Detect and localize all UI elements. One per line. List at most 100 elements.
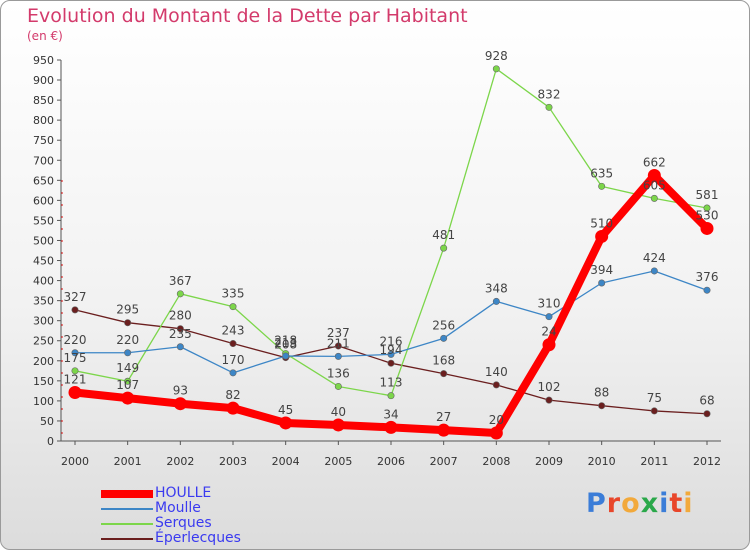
data-point — [542, 338, 556, 352]
y-tick-label: 650 — [33, 174, 54, 187]
y-tick-label: 900 — [33, 74, 54, 87]
axis-dot — [61, 432, 63, 434]
data-label: 510 — [590, 216, 613, 230]
data-label: 194 — [380, 343, 403, 357]
data-point — [647, 169, 661, 183]
data-point — [440, 244, 448, 252]
data-point — [282, 352, 290, 360]
data-label: 295 — [116, 303, 139, 317]
data-label: 928 — [485, 49, 508, 63]
y-tick-label: 800 — [33, 114, 54, 127]
data-point — [595, 229, 609, 243]
data-point — [492, 297, 500, 305]
data-label: 107 — [116, 378, 139, 392]
legend-swatch — [101, 538, 153, 540]
data-point — [598, 402, 606, 410]
data-point — [334, 342, 342, 350]
data-point — [71, 367, 79, 375]
data-label: 149 — [116, 361, 139, 375]
data-point — [176, 343, 184, 351]
data-point — [545, 396, 553, 404]
y-tick-label: 100 — [33, 395, 54, 408]
data-label: 367 — [169, 274, 192, 288]
y-tick-label: 200 — [33, 355, 54, 368]
data-point — [334, 382, 342, 390]
y-tick-label: 950 — [33, 54, 54, 67]
axis-dot — [61, 372, 63, 374]
axis-dot — [61, 216, 63, 218]
axis-dot — [61, 300, 63, 302]
data-label: 75 — [647, 391, 662, 405]
data-label: 662 — [643, 156, 666, 170]
x-tick-label: 2002 — [166, 455, 194, 468]
legend-label: HOULLE — [155, 485, 212, 501]
legend-label: Moulle — [155, 500, 201, 516]
data-point — [71, 349, 79, 357]
legend-swatch — [101, 490, 153, 498]
data-label: 832 — [538, 87, 561, 101]
legend-label: Serques — [155, 515, 212, 531]
x-tick-label: 2010 — [588, 455, 616, 468]
data-point — [121, 391, 135, 405]
y-tick-label: 250 — [33, 335, 54, 348]
axis-dot — [61, 252, 63, 254]
axis-dot — [61, 336, 63, 338]
data-label: 256 — [432, 318, 455, 332]
data-label: 88 — [594, 386, 609, 400]
axis-dot — [61, 240, 63, 242]
data-point — [331, 418, 345, 432]
data-point — [71, 306, 79, 314]
y-tick-label: 50 — [40, 415, 54, 428]
brand-letter: i — [683, 488, 694, 519]
data-label: 335 — [222, 287, 245, 301]
x-tick-label: 2007 — [430, 455, 458, 468]
data-label: 102 — [538, 380, 561, 394]
data-label: 175 — [64, 351, 87, 365]
brand-letter: x — [640, 488, 660, 519]
axis-dot — [61, 264, 63, 266]
data-label: 376 — [696, 270, 719, 284]
data-point — [229, 303, 237, 311]
y-tick-label: 500 — [33, 234, 54, 247]
data-point — [68, 385, 82, 399]
x-tick-label: 2000 — [61, 455, 89, 468]
x-tick-label: 2003 — [219, 455, 247, 468]
data-label: 136 — [327, 366, 350, 380]
axis-dot — [61, 360, 63, 362]
data-point — [229, 340, 237, 348]
chart-subtitle: (en €) — [27, 29, 63, 43]
brand-letter: r — [606, 488, 622, 519]
data-point — [650, 194, 658, 202]
proxiti-logo: Proxiti — [586, 488, 694, 519]
data-point — [598, 182, 606, 190]
data-point — [703, 286, 711, 294]
data-label: 68 — [699, 394, 714, 408]
data-label: 243 — [222, 324, 245, 338]
axis-dot — [61, 324, 63, 326]
x-tick-label: 2009 — [535, 455, 563, 468]
data-label: 208 — [274, 338, 297, 352]
data-point — [440, 334, 448, 342]
data-point — [492, 381, 500, 389]
x-tick-label: 2001 — [114, 455, 142, 468]
axis-dot — [61, 420, 63, 422]
data-label: 213 — [274, 336, 297, 350]
brand-letter: i — [659, 488, 670, 519]
axis-dot — [61, 384, 63, 386]
y-tick-label: 600 — [33, 194, 54, 207]
data-label: 218 — [274, 334, 297, 348]
y-tick-label: 350 — [33, 295, 54, 308]
data-point — [650, 267, 658, 275]
data-point — [489, 426, 503, 440]
data-label: 93 — [173, 384, 188, 398]
data-label: 82 — [225, 388, 240, 402]
x-tick-label: 2004 — [272, 455, 300, 468]
axis-dot — [61, 276, 63, 278]
axis-dot — [61, 288, 63, 290]
data-label: 220 — [116, 333, 139, 347]
y-tick-label: 300 — [33, 315, 54, 328]
data-label: 168 — [432, 354, 455, 368]
data-label: 481 — [432, 228, 455, 242]
data-label: 605 — [643, 178, 666, 192]
data-point — [229, 369, 237, 377]
